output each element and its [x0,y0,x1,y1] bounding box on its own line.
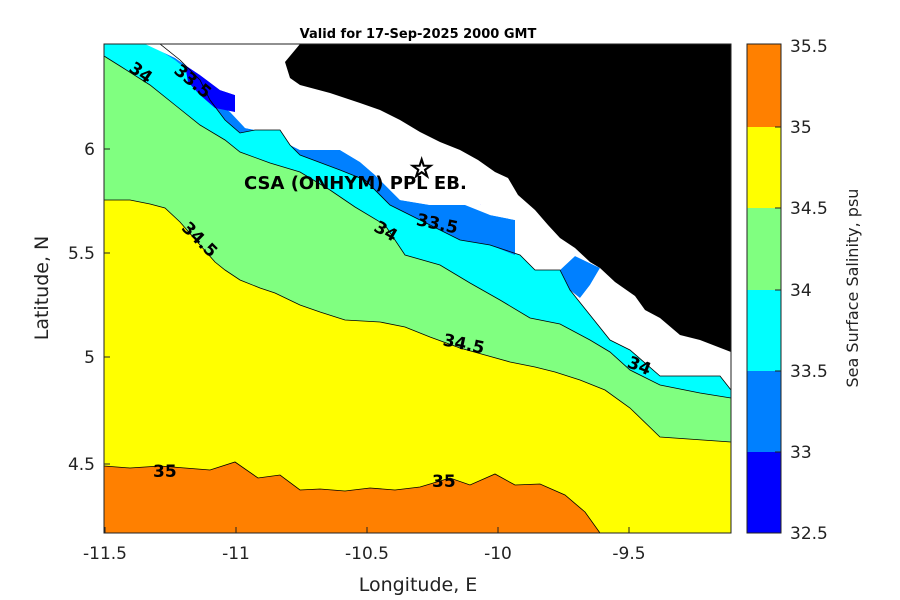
colorbar-tick-label: 34 [790,281,812,301]
no-data-coastal-strip [145,44,731,390]
salinity-band-33.5-34 [104,44,731,398]
colorbar-swatch-32.5-33 [747,452,781,533]
colorbar-tick-label: 32.5 [790,524,828,544]
colorbar-swatch-35-35.5 [747,44,781,127]
salinity-band-33-33.5-patch [560,256,600,298]
contour-label: 35 [153,462,177,482]
x-tick-label: -9.5 [612,544,645,564]
plot-frame [103,43,732,534]
y-axis-label: Latitude, N [31,236,53,341]
contour-lines [104,44,731,533]
site-label: CSA (ONHYM) PPL EB. [244,173,467,194]
x-axis: -11.5 -11 -10.5 -10 -9.5 Longitude, E [83,527,646,596]
colorbar-tick-label: 34.5 [790,199,828,219]
colorbar-swatch-33-33.5 [747,371,781,452]
y-tick-label: 5.5 [68,244,95,264]
contour-label: 35 [432,472,456,492]
colorbar-tick-label: 33.5 [790,362,828,382]
y-tick-label: 4.5 [68,455,95,475]
map-title: Valid for 17-Sep-2025 2000 GMT [300,27,537,42]
land-mass [285,44,731,352]
colorbar-swatch-34-34.5 [747,208,781,290]
x-tick-label: -11.5 [83,544,127,564]
star-icon: ☆ [410,154,433,184]
colorbar-label: Sea Surface Salinity, psu [843,189,862,388]
colorbar: 32.5 33 33.5 34 34.5 35 35.5 Sea Surface… [746,37,862,544]
y-axis: 4.5 5 5.5 6 Latitude, N [31,140,110,475]
colorbar-tick-label: 35.5 [790,37,828,57]
colorbar-tick-label: 33 [790,443,812,463]
colorbar-tick-label: 35 [790,118,812,138]
map-plot-area: 34 33.5 34.5 34 33.5 34.5 34 35 35 ☆ CSA… [103,43,732,534]
salinity-band-34-34.5 [104,56,731,442]
salinity-band-35-35.5 [104,462,600,533]
y-tick-label: 5 [84,348,95,368]
y-tick-label: 6 [84,140,95,160]
x-axis-label: Longitude, E [359,574,478,596]
colorbar-swatch-34.5-35 [747,127,781,208]
x-tick-label: -10.5 [345,544,389,564]
salinity-band-33-33.5 [150,44,515,255]
x-tick-label: -10 [484,544,512,564]
x-tick-label: -11 [222,544,250,564]
salinity-band-34.5-35 [104,200,731,533]
salinity-band-32.5-33 [185,65,235,112]
colorbar-frame [746,43,782,534]
colorbar-swatch-33.5-34 [747,290,781,371]
contour-labels: 34 33.5 34.5 34 33.5 34.5 34 35 35 [125,58,654,492]
